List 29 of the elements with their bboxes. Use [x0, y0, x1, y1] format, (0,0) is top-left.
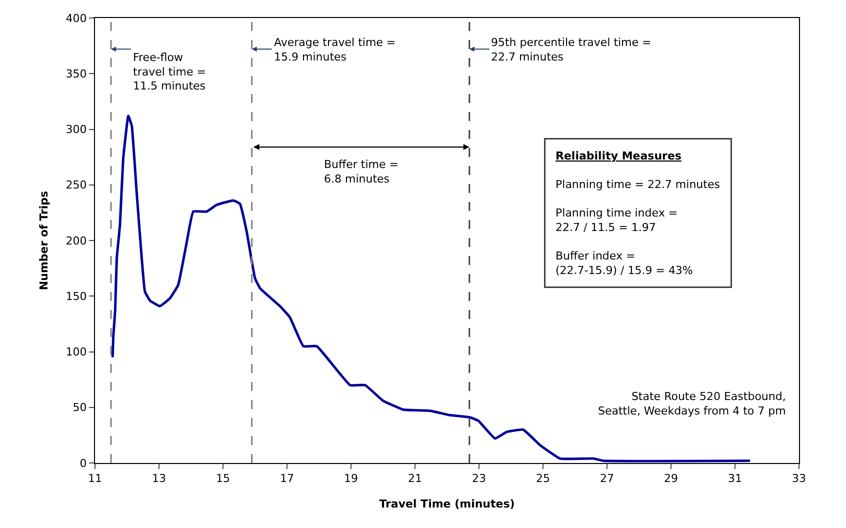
x-tick-label: 23: [472, 472, 486, 486]
y-tick-label: 0: [80, 456, 87, 470]
y-tick-label: 250: [66, 178, 87, 192]
x-tick-label: 19: [344, 472, 358, 486]
x-tick-label: 11: [88, 472, 102, 486]
x-tick-label: 21: [408, 472, 422, 486]
y-tick-label: 150: [66, 290, 87, 303]
x-tick-label: 15: [216, 472, 230, 486]
text: Reliability Measures Planning time = 22.7 minutes Planning time index = 22.7 / 11.5 = 1.97 Buffer index = (22.7-15.9) / 15.9 = 43%: [556, 150, 720, 277]
x-tick-label: 33: [792, 472, 806, 486]
annotation: State Route 520 Eastbound, Seattle, Weekdays from 4 to 7 pm: [598, 390, 786, 418]
x-axis-title: Travel Time (minutes): [379, 497, 515, 510]
y-tick-label: 350: [66, 67, 87, 80]
x-tick-label: 31: [728, 472, 742, 486]
x-tick-label: 27: [600, 472, 614, 486]
x-tick-label: 25: [536, 472, 550, 486]
x-tick-label: 29: [664, 472, 678, 486]
y-tick-label: 200: [66, 234, 87, 248]
ref-line-label: 95th percentile travel time = 22.7 minutes: [491, 36, 652, 64]
x-tick-label: 13: [152, 472, 166, 486]
y-tick-label: 300: [66, 123, 87, 136]
y-axis-title: Number of Trips: [37, 190, 50, 290]
y-tick-label: 50: [72, 401, 87, 414]
x-tick-label: 17: [280, 472, 294, 486]
ref-line-label: Free-flow travel time = 11.5 minutes: [133, 51, 206, 93]
annotation: Buffer time = 6.8 minutes: [324, 158, 398, 186]
y-tick-label: 100: [66, 346, 87, 359]
y-tick-label: 400: [66, 12, 87, 25]
ref-line-label: Average travel time = 15.9 minutes: [274, 36, 396, 64]
